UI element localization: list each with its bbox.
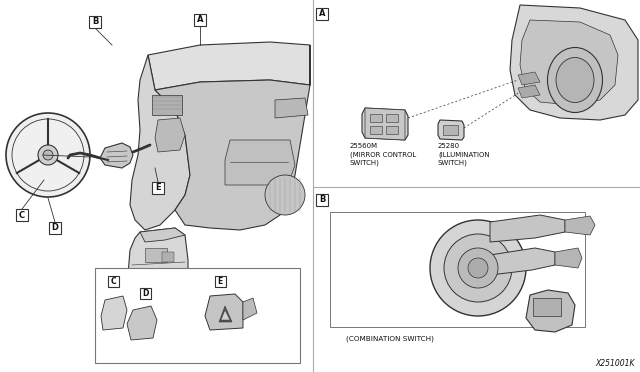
Bar <box>316 8 328 20</box>
Polygon shape <box>362 108 408 140</box>
Text: 25540: 25540 <box>345 217 368 223</box>
Text: 25260P: 25260P <box>350 302 378 308</box>
Circle shape <box>265 175 305 215</box>
Circle shape <box>430 220 526 316</box>
Bar <box>386 114 398 122</box>
Bar <box>443 125 458 135</box>
Text: X251001K: X251001K <box>595 359 635 368</box>
Bar <box>145 248 167 262</box>
Polygon shape <box>365 108 405 140</box>
Polygon shape <box>555 248 582 268</box>
Polygon shape <box>128 228 188 330</box>
Bar <box>316 194 328 206</box>
Text: 25550M: 25550M <box>108 352 138 358</box>
Text: B: B <box>319 196 325 205</box>
Polygon shape <box>101 296 127 330</box>
Circle shape <box>444 234 512 302</box>
Text: D: D <box>142 289 148 298</box>
Circle shape <box>458 248 498 288</box>
Text: E: E <box>218 276 223 285</box>
Text: (HAZARD): (HAZARD) <box>209 349 245 355</box>
Polygon shape <box>275 98 308 118</box>
Polygon shape <box>155 118 185 152</box>
Bar <box>533 298 561 316</box>
Text: (ILLUMINATION: (ILLUMINATION <box>438 151 490 157</box>
Polygon shape <box>510 5 638 120</box>
Ellipse shape <box>556 58 594 103</box>
Text: D: D <box>51 224 58 232</box>
Bar <box>194 14 206 26</box>
Polygon shape <box>490 248 555 275</box>
Polygon shape <box>219 306 232 322</box>
Text: (MIRROR CONTROL: (MIRROR CONTROL <box>350 151 416 157</box>
Bar <box>89 16 101 28</box>
Polygon shape <box>148 42 310 90</box>
Polygon shape <box>438 120 464 140</box>
Bar <box>108 276 118 286</box>
Bar <box>386 126 398 134</box>
Bar <box>152 95 182 115</box>
Ellipse shape <box>547 48 602 112</box>
Polygon shape <box>155 45 310 230</box>
Polygon shape <box>565 216 595 235</box>
Text: SWITCH): SWITCH) <box>438 159 468 166</box>
Text: 25910: 25910 <box>216 339 239 345</box>
Polygon shape <box>221 310 230 320</box>
Polygon shape <box>490 215 565 242</box>
Text: SWITCH): SWITCH) <box>350 159 380 166</box>
Text: A: A <box>196 16 204 25</box>
Text: 25567: 25567 <box>390 249 413 255</box>
Polygon shape <box>100 143 133 168</box>
Bar <box>214 276 225 286</box>
Circle shape <box>468 258 488 278</box>
Bar <box>370 126 382 134</box>
Bar <box>49 222 61 234</box>
Circle shape <box>6 113 90 197</box>
Text: 25560M: 25560M <box>350 143 378 149</box>
Circle shape <box>38 145 58 165</box>
Polygon shape <box>518 72 540 85</box>
Text: E: E <box>155 183 161 192</box>
Polygon shape <box>520 20 618 105</box>
Polygon shape <box>127 306 157 340</box>
Text: 25540M: 25540M <box>335 249 364 255</box>
Polygon shape <box>526 290 575 332</box>
Text: B: B <box>92 17 98 26</box>
Bar <box>152 182 164 194</box>
Bar <box>95 268 300 363</box>
Polygon shape <box>130 55 190 230</box>
Polygon shape <box>140 228 185 242</box>
Text: (COMBINATION SWITCH): (COMBINATION SWITCH) <box>346 335 434 341</box>
Polygon shape <box>243 298 257 320</box>
Text: A: A <box>319 10 325 19</box>
Bar <box>16 209 28 221</box>
Polygon shape <box>225 140 295 185</box>
Text: C: C <box>19 211 25 219</box>
Polygon shape <box>205 294 243 330</box>
Text: C: C <box>110 276 116 285</box>
Bar <box>162 252 174 262</box>
Polygon shape <box>518 85 540 98</box>
Bar <box>330 212 585 327</box>
Text: 25280: 25280 <box>438 143 460 149</box>
Circle shape <box>43 150 53 160</box>
Bar <box>140 288 150 298</box>
Bar <box>370 114 382 122</box>
